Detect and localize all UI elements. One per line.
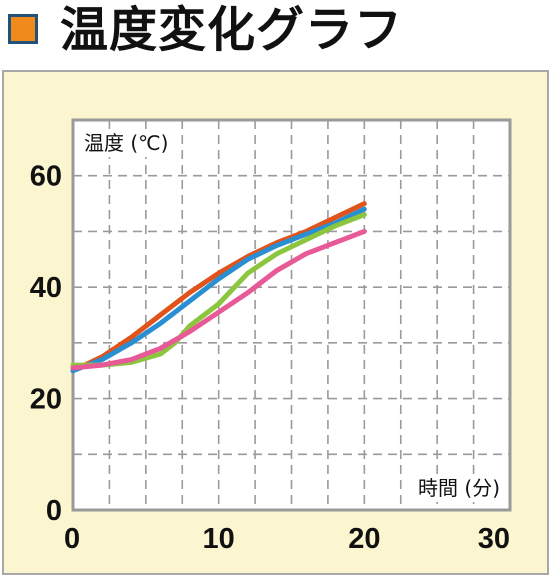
x-axis-label: 時間 (分) bbox=[418, 476, 500, 500]
grid bbox=[73, 120, 510, 510]
y-tick-label: 0 bbox=[46, 495, 62, 527]
x-tick-label: 0 bbox=[64, 523, 80, 555]
x-tick-label: 10 bbox=[203, 523, 235, 555]
series-line-4 bbox=[70, 228, 367, 371]
y-tick-label: 20 bbox=[30, 384, 62, 416]
series-group bbox=[70, 201, 367, 374]
y-axis-label: 温度 (℃) bbox=[84, 131, 168, 155]
y-tick-label: 60 bbox=[30, 161, 62, 193]
y-axis-label-background bbox=[80, 129, 173, 157]
chart-header: 温度変化グラフ bbox=[0, 0, 551, 62]
x-tick-label: 30 bbox=[478, 523, 510, 555]
tick-labels: 0 20 40 60 0 10 20 30 bbox=[30, 161, 510, 555]
series-line-2 bbox=[70, 206, 367, 374]
y-tick-label: 40 bbox=[30, 272, 62, 304]
x-axis-label-background bbox=[414, 474, 504, 502]
x-tick-label: 20 bbox=[348, 523, 380, 555]
square-bullet-icon bbox=[8, 14, 38, 44]
plot-frame bbox=[71, 118, 512, 512]
page-title: 温度変化グラフ bbox=[60, 2, 404, 58]
series-line-1 bbox=[70, 201, 367, 374]
